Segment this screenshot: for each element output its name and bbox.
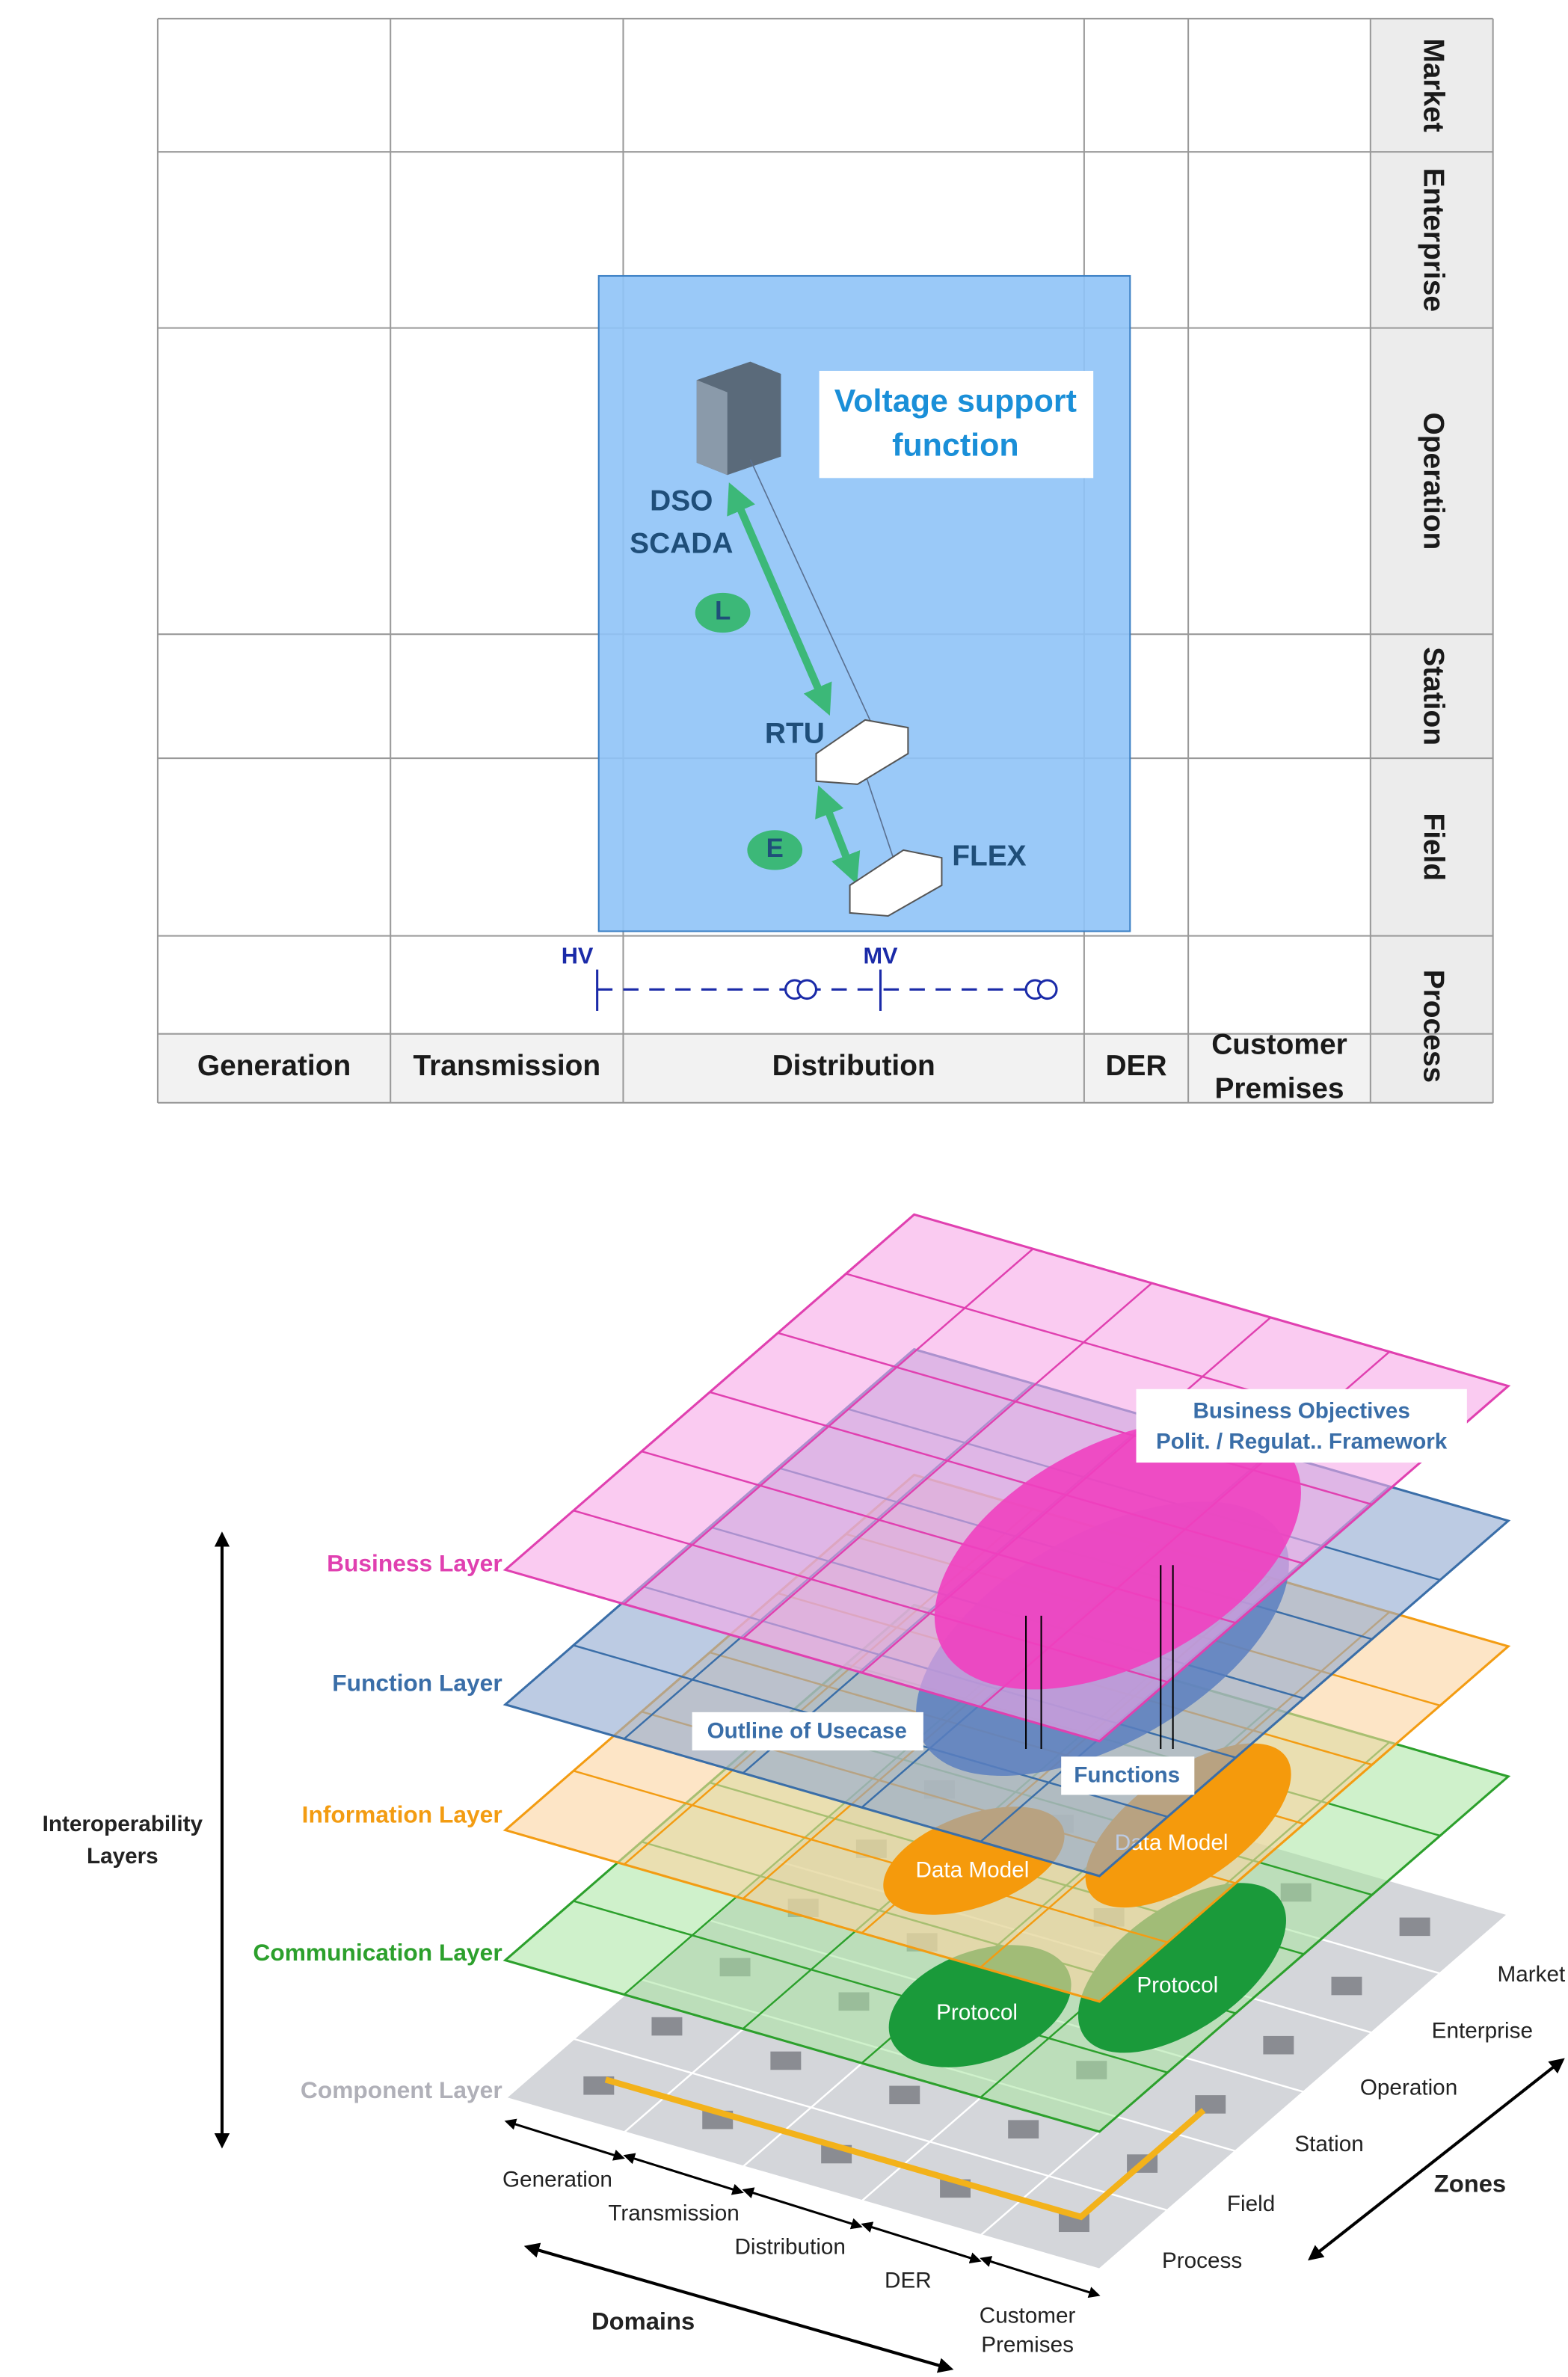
layer-label: Function Layer — [332, 1669, 502, 1696]
component-icon — [1331, 1976, 1362, 1996]
domain-row — [157, 1033, 1371, 1103]
outline-label: Outline of Usecase — [707, 1718, 907, 1743]
data-model-ellipse — [1085, 1743, 1291, 1908]
voltage-label: HV — [562, 942, 594, 968]
server-front — [696, 380, 728, 476]
domain-arrow — [504, 2118, 625, 2161]
layer-grid — [573, 1900, 1168, 2073]
layer-grid — [573, 2038, 1168, 2212]
transformer — [796, 979, 818, 1000]
link-arrow — [727, 482, 832, 716]
layer-label: Business Layer — [327, 1550, 502, 1577]
axis-label: Interoperability — [43, 1812, 203, 1836]
transformer — [1036, 979, 1058, 1000]
function-label: Voltage support — [834, 383, 1077, 419]
zones-arrow — [1308, 2058, 1565, 2261]
protocol-label: Protocol — [936, 2000, 1018, 2025]
component-label: DSO — [650, 485, 713, 517]
axis-label: Layers — [87, 1844, 159, 1869]
voltage-label: MV — [863, 942, 898, 968]
link-arrow — [815, 785, 861, 885]
zone-label: Enterprise — [1432, 2019, 1533, 2044]
zone-label: Market — [1417, 38, 1449, 132]
objective-label: Business Objectives — [1193, 1398, 1409, 1423]
link-label: E — [766, 834, 784, 863]
domain-label: DER — [885, 2269, 932, 2293]
flex-box — [849, 849, 943, 917]
domain-label: Generation — [197, 1050, 351, 1082]
link-label: L — [715, 597, 731, 626]
domain-label: Premises — [1214, 1073, 1344, 1105]
component-icon — [1008, 2120, 1039, 2138]
component-icon — [770, 2051, 802, 2070]
zone-label: Station — [1294, 2132, 1363, 2156]
zone-label: Process — [1417, 970, 1449, 1083]
domain-label: Customer — [980, 2304, 1076, 2328]
functions-box — [1061, 1756, 1195, 1795]
layer-label: Communication Layer — [253, 1939, 502, 1966]
component-label: FLEX — [952, 840, 1026, 872]
link-badge — [747, 830, 803, 870]
connector — [864, 773, 897, 866]
domain-label: Transmission — [608, 2201, 739, 2225]
component-label: SCADA — [630, 528, 733, 560]
functions-label: Functions — [1074, 1763, 1180, 1788]
zone-label: Field — [1227, 2192, 1275, 2216]
component-icon — [889, 2085, 920, 2105]
component-icon — [1399, 1917, 1430, 1937]
domain-arrow — [623, 2153, 744, 2195]
zone-label: Field — [1417, 813, 1449, 881]
domain-label: DER — [1105, 1050, 1166, 1082]
domain-label: Distribution — [772, 1050, 935, 1082]
domain-arrow — [742, 2187, 863, 2230]
link-badge — [695, 592, 751, 633]
zone-label: Process — [1162, 2248, 1242, 2273]
domain-label: Distribution — [734, 2234, 846, 2259]
domain-label: Generation — [502, 2167, 612, 2192]
zone-column — [1370, 18, 1493, 1103]
layer-label: Information Layer — [302, 1801, 502, 1828]
domain-label: Customer — [1211, 1028, 1347, 1060]
rtu-box — [815, 719, 909, 785]
domain-label: Premises — [981, 2333, 1074, 2358]
domain-arrow — [980, 2256, 1101, 2298]
protocol-ellipse — [1077, 1883, 1286, 2053]
zone-label: Operation — [1417, 413, 1449, 550]
zone-label: Enterprise — [1417, 168, 1449, 312]
layer-label: Component Layer — [301, 2076, 502, 2103]
component-icon — [651, 2017, 683, 2036]
domains-title: Domains — [591, 2307, 695, 2335]
domains-arrow — [523, 2242, 954, 2373]
domain-arrow — [861, 2221, 982, 2264]
function-label: function — [892, 428, 1019, 464]
objective-box — [1136, 1389, 1467, 1463]
layer-grid — [573, 1770, 1168, 1943]
zone-label: Station — [1417, 647, 1449, 745]
domain-label: Transmission — [413, 1050, 600, 1082]
zone-label: Operation — [1360, 2075, 1457, 2100]
zones-title: Zones — [1434, 2169, 1506, 2197]
component-wiring — [604, 2076, 1206, 2221]
component-label: RTU — [765, 718, 825, 750]
function-box — [819, 370, 1094, 479]
data-model-label: Data Model — [915, 1858, 1029, 1883]
protocol-label: Protocol — [1137, 1972, 1218, 1997]
zone-label: Market — [1497, 1962, 1565, 1987]
outline-box — [692, 1712, 923, 1751]
component-icon — [1263, 2035, 1294, 2055]
objective-label: Polit. / Regulat.. Framework — [1156, 1429, 1448, 1454]
